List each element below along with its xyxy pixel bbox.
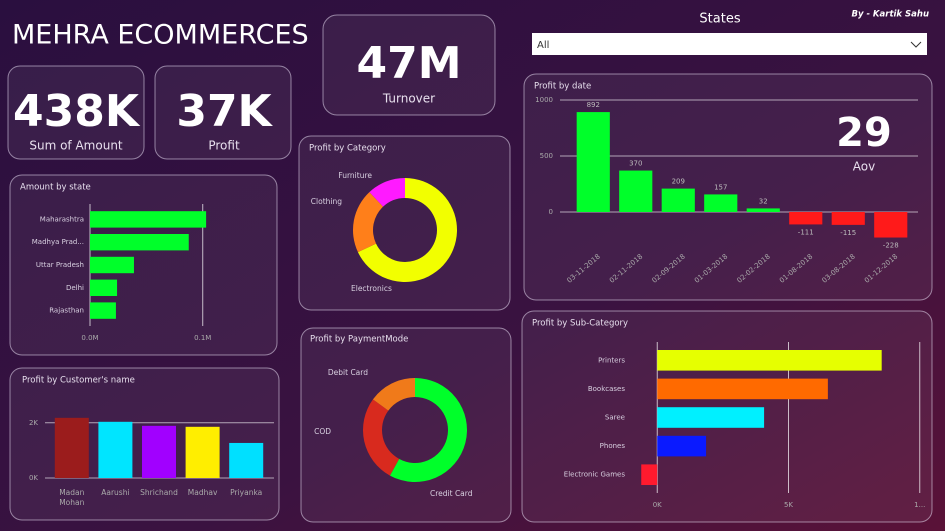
bar	[746, 208, 780, 212]
y-tick-label: Electronic Games	[564, 471, 626, 479]
chart-card	[9, 174, 278, 356]
kpi-card	[154, 65, 292, 160]
data-label: -111	[798, 228, 814, 236]
y-tick-label: Maharashtra	[40, 215, 84, 223]
donut-slice	[357, 178, 457, 283]
bar	[185, 426, 220, 478]
bar	[619, 170, 653, 212]
donut-slice	[369, 178, 405, 207]
slice-label: Debit Card	[328, 368, 368, 377]
bar	[657, 350, 882, 371]
y-tick-label: 0	[549, 208, 553, 216]
data-label: 892	[587, 101, 600, 109]
donut-slice	[353, 192, 384, 253]
y-tick-label: 1000	[535, 96, 553, 104]
kpi-label: Sum of Amount	[29, 139, 123, 153]
y-tick-label: Saree	[605, 414, 625, 422]
bar	[141, 425, 177, 478]
slicer-dropdown[interactable]	[532, 33, 927, 55]
slicer-value[interactable]: All	[537, 40, 549, 51]
data-label: 32	[759, 197, 768, 205]
x-tick-label: 5K	[784, 501, 793, 509]
kpi-card	[7, 65, 145, 160]
bar	[90, 256, 134, 274]
chart-card	[300, 327, 512, 523]
bar	[704, 194, 738, 212]
donut-slice	[389, 377, 468, 482]
y-tick-label: Rajasthan	[49, 307, 84, 315]
author: By - Kartik Sahu	[851, 10, 929, 20]
bar	[576, 112, 610, 212]
x-tick-label: Priyanka	[230, 488, 262, 497]
y-tick-label: Printers	[598, 356, 625, 364]
bar	[641, 464, 658, 485]
slicer-label: States	[699, 12, 740, 27]
slice-label: COD	[314, 427, 331, 436]
kpi-value: 37K	[176, 86, 273, 137]
bar	[90, 211, 207, 228]
chart-title: Profit by PaymentMode	[310, 335, 408, 345]
chart-card	[523, 73, 933, 301]
bar	[54, 417, 89, 478]
bar	[789, 212, 823, 225]
bar	[657, 435, 707, 457]
data-label: 209	[672, 178, 685, 186]
bar	[229, 442, 264, 478]
donut-slice	[363, 399, 400, 476]
bar	[661, 188, 695, 212]
y-tick-label: Bookcases	[588, 385, 626, 393]
kpi-label: Turnover	[382, 92, 435, 106]
data-label: 370	[629, 160, 642, 168]
x-tick-label: 1...	[914, 501, 925, 509]
x-tick-label: Madan Mohan	[59, 488, 84, 507]
y-tick-label: 0K	[29, 474, 38, 482]
bar	[657, 407, 765, 428]
data-label: -115	[840, 229, 856, 237]
y-tick-label: 500	[540, 152, 553, 160]
x-tick-label: Shrichand	[140, 488, 178, 497]
chart-card	[298, 135, 511, 311]
bar	[98, 421, 133, 478]
slice-label: Credit Card	[430, 489, 473, 498]
chart-title: Profit by Category	[309, 144, 386, 154]
chart-title: Profit by Customer's name	[22, 376, 135, 386]
x-tick-label: 0K	[653, 501, 662, 509]
dropdown-arrow[interactable]	[910, 41, 922, 48]
donut-slice	[372, 378, 415, 411]
kpi-value: 438K	[13, 86, 141, 137]
bar	[90, 279, 118, 297]
kpi-label: Profit	[208, 139, 240, 153]
data-label: -228	[883, 242, 899, 250]
dashboard-title: MEHRA ECOMMERCES	[12, 20, 309, 51]
bar	[874, 212, 908, 238]
slice-label: Electronics	[351, 284, 392, 293]
y-tick-label: Phones	[600, 442, 626, 450]
kpi-card	[322, 14, 496, 116]
charts: Amount by state 0.0M 0.1M Maharashtra Madhya…	[9, 73, 933, 523]
x-tick-label: Aarushi	[101, 488, 129, 497]
bar	[831, 212, 865, 225]
y-tick-label: Delhi	[66, 284, 84, 292]
data-label: 157	[714, 183, 727, 191]
kpi-value: 29	[836, 110, 892, 156]
slice-label: Furniture	[338, 171, 372, 180]
x-tick-label: Madhav	[188, 488, 218, 497]
x-tick-label: 0.1M	[194, 334, 211, 342]
y-tick-label: 2K	[29, 419, 38, 427]
slice-label: Clothing	[311, 197, 342, 206]
x-tick-label: 0.0M	[81, 334, 98, 342]
y-tick-label: Madhya Prad...	[32, 238, 84, 246]
kpi-label: Aov	[853, 160, 875, 174]
bar	[90, 302, 116, 319]
kpi-value: 47M	[356, 38, 461, 89]
chart-title: Profit by Sub-Category	[532, 319, 628, 329]
bar	[657, 378, 828, 400]
y-tick-label: Uttar Pradesh	[36, 261, 84, 269]
bar	[90, 233, 189, 251]
chart-title: Profit by date	[534, 82, 591, 92]
chart-title: Amount by state	[20, 183, 91, 193]
